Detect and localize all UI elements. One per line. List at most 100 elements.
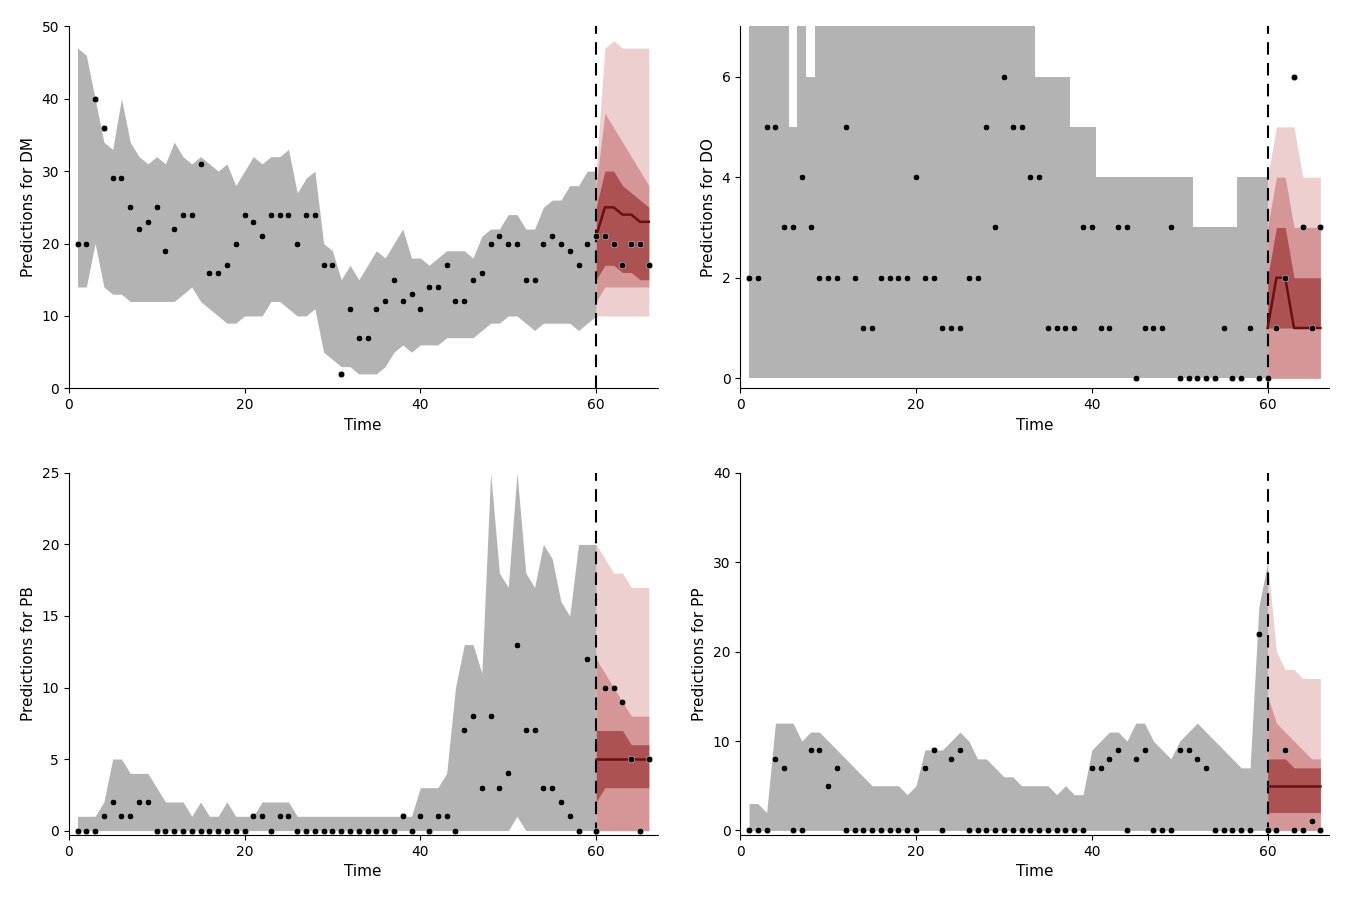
Point xyxy=(1081,760,1103,775)
Point xyxy=(747,824,768,838)
Point xyxy=(1266,824,1288,838)
Point xyxy=(524,273,545,287)
Point xyxy=(489,780,510,795)
Point xyxy=(782,824,803,838)
Point xyxy=(479,709,501,724)
Point xyxy=(401,824,423,838)
Point xyxy=(392,809,413,824)
Point xyxy=(66,237,88,251)
Point xyxy=(1011,120,1033,134)
Point xyxy=(190,157,212,171)
Point xyxy=(111,809,132,824)
Point xyxy=(296,207,317,221)
Point xyxy=(101,171,123,185)
Point xyxy=(852,824,873,838)
Point xyxy=(568,824,590,838)
Point xyxy=(931,824,953,838)
Point xyxy=(568,258,590,273)
Point xyxy=(621,752,643,766)
Point xyxy=(931,320,953,335)
Point xyxy=(1152,824,1173,838)
Point xyxy=(984,824,1006,838)
Point xyxy=(756,120,778,134)
Point xyxy=(374,294,396,309)
Point xyxy=(1266,320,1288,335)
Point xyxy=(1187,371,1208,385)
Point xyxy=(1310,824,1331,838)
Point xyxy=(958,271,980,285)
Point xyxy=(304,207,325,221)
Point xyxy=(967,824,988,838)
Point xyxy=(1116,220,1138,235)
Point xyxy=(532,237,553,251)
Point xyxy=(1134,742,1156,757)
Point xyxy=(489,230,510,244)
Point xyxy=(356,330,378,345)
Point xyxy=(225,824,247,838)
Point xyxy=(1089,320,1111,335)
Point xyxy=(1230,371,1251,385)
Point xyxy=(906,170,927,184)
Point xyxy=(861,824,883,838)
Point xyxy=(1072,824,1094,838)
Point xyxy=(321,258,343,273)
Point xyxy=(181,824,202,838)
Point xyxy=(444,824,466,838)
Point xyxy=(1046,320,1068,335)
Point xyxy=(914,271,936,285)
Point xyxy=(418,824,440,838)
Point xyxy=(1107,742,1129,757)
Point xyxy=(532,780,553,795)
Point xyxy=(383,824,405,838)
Point xyxy=(454,294,475,309)
Point xyxy=(861,320,883,335)
Point xyxy=(234,207,255,221)
Point xyxy=(629,824,651,838)
Point xyxy=(586,230,608,244)
Point xyxy=(826,760,848,775)
Point xyxy=(1187,752,1208,766)
Point xyxy=(286,824,308,838)
Point xyxy=(1177,742,1199,757)
Point xyxy=(551,795,572,809)
Point xyxy=(738,271,760,285)
Point xyxy=(93,121,115,135)
Point xyxy=(764,752,786,766)
Point xyxy=(138,795,159,809)
Point xyxy=(331,366,352,381)
Point xyxy=(128,795,150,809)
Point xyxy=(418,280,440,294)
Point xyxy=(146,200,167,214)
Point xyxy=(834,120,856,134)
Point xyxy=(1037,824,1058,838)
Point xyxy=(914,760,936,775)
Point xyxy=(1054,320,1076,335)
Point xyxy=(1107,220,1129,235)
Point xyxy=(1292,220,1314,235)
Point xyxy=(190,824,212,838)
Point xyxy=(764,120,786,134)
Point xyxy=(313,824,335,838)
Point xyxy=(809,742,830,757)
Point xyxy=(356,824,378,838)
Y-axis label: Predictions for DM: Predictions for DM xyxy=(20,138,36,277)
Point xyxy=(852,320,873,335)
Point xyxy=(506,637,528,652)
Point xyxy=(339,302,360,316)
Point xyxy=(198,266,220,280)
Point xyxy=(1037,320,1058,335)
Point xyxy=(1247,371,1269,385)
Point xyxy=(173,207,194,221)
Point xyxy=(497,766,518,780)
Point xyxy=(799,220,821,235)
Point xyxy=(119,809,140,824)
Point xyxy=(799,742,821,757)
Point xyxy=(1204,824,1226,838)
Point xyxy=(1169,742,1191,757)
Point xyxy=(586,824,608,838)
Point xyxy=(198,824,220,838)
Point xyxy=(436,809,458,824)
Point xyxy=(444,294,466,309)
Point xyxy=(321,824,343,838)
Point xyxy=(427,809,448,824)
